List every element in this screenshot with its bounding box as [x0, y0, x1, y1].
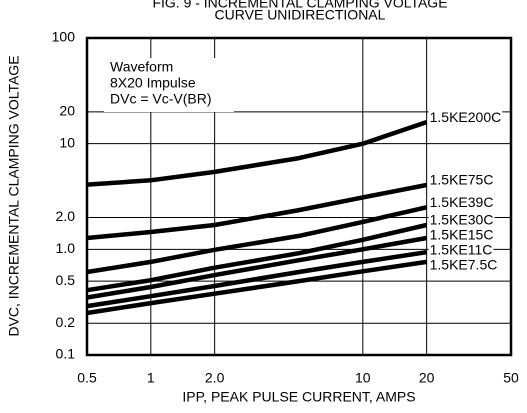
- x-tick-label: 20: [419, 370, 435, 386]
- series-label-bg: [428, 241, 494, 258]
- x-tick-label: 0.5: [77, 370, 97, 386]
- series-line: [86, 119, 428, 187]
- x-tick-label: 10: [355, 370, 371, 386]
- x-tick-label: 1: [147, 370, 155, 386]
- y-tick-label: 0.2: [56, 314, 76, 330]
- y-tick-label: 0.1: [56, 346, 76, 362]
- series-line: [86, 235, 427, 300]
- plot-frame: [85, 36, 513, 357]
- x-axis-label: IPP, PEAK PULSE CURRENT, AMPS: [182, 389, 415, 405]
- series-label-bg: [428, 226, 495, 243]
- series-label: 1.5KE39C: [430, 194, 494, 210]
- series-line: [86, 222, 428, 293]
- series-label: 1.5KE15C: [430, 227, 494, 243]
- y-tick-label: 0.5: [56, 272, 76, 288]
- y-tick-label: 10: [59, 134, 75, 150]
- series-label-group: 1.5KE11C: [428, 241, 494, 258]
- series-line: [86, 205, 428, 275]
- series-label-group: 1.5KE15C: [428, 226, 495, 243]
- series-label: 1.5KE11C: [430, 242, 493, 258]
- x-tick-label: 50: [503, 370, 519, 386]
- series-line: [86, 249, 427, 309]
- series-label-bg: [428, 256, 499, 273]
- series-label-bg: [428, 193, 495, 210]
- annotation-text: DVc = Vc-V(BR): [110, 91, 212, 107]
- chart-title: FIG. 9 - INCREMENTAL CLAMPING VOLTAGE: [152, 0, 447, 11]
- series-label: 1.5KE7.5C: [430, 257, 498, 273]
- series-label-group: 1.5KE200C: [428, 108, 503, 125]
- series-label-group: 1.5KE75C: [428, 171, 495, 188]
- series-label-group: 1.5KE7.5C: [428, 256, 499, 273]
- series-line: [86, 259, 427, 316]
- series-label: 1.5KE75C: [430, 172, 494, 188]
- series-label-bg: [428, 108, 503, 125]
- y-tick-label: 20: [59, 103, 75, 119]
- annotation-text: Waveform: [110, 59, 173, 75]
- series-label-bg: [428, 211, 495, 228]
- series-line: [86, 182, 428, 241]
- series-label-group: 1.5KE39C: [428, 193, 495, 210]
- x-tick-label: 2.0: [205, 370, 225, 386]
- series-label: 1.5KE30C: [430, 212, 494, 228]
- y-tick-label: 1.0: [56, 240, 76, 256]
- annotation-text: 8X20 Impulse: [110, 75, 196, 91]
- annotation-box: [104, 58, 234, 112]
- y-tick-label: 100: [52, 29, 76, 45]
- series-label: 1.5KE200C: [430, 109, 502, 125]
- y-axis-label: DVC, INCREMENTAL CLAMPING VOLTAGE: [6, 55, 22, 336]
- chart-subtitle: CURVE UNIDIRECTIONAL: [215, 7, 386, 23]
- y-tick-label: 2.0: [56, 208, 76, 224]
- series-label-group: 1.5KE30C: [428, 211, 495, 228]
- series-label-bg: [428, 171, 495, 188]
